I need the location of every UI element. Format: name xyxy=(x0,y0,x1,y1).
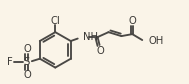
Text: F: F xyxy=(7,57,13,67)
Text: O: O xyxy=(23,70,31,80)
Text: OH: OH xyxy=(148,36,163,46)
Text: O: O xyxy=(129,16,136,26)
Text: S: S xyxy=(24,57,30,67)
Text: O: O xyxy=(23,44,31,54)
Text: NH: NH xyxy=(83,32,98,42)
Text: Cl: Cl xyxy=(50,16,60,26)
Text: O: O xyxy=(97,46,104,56)
